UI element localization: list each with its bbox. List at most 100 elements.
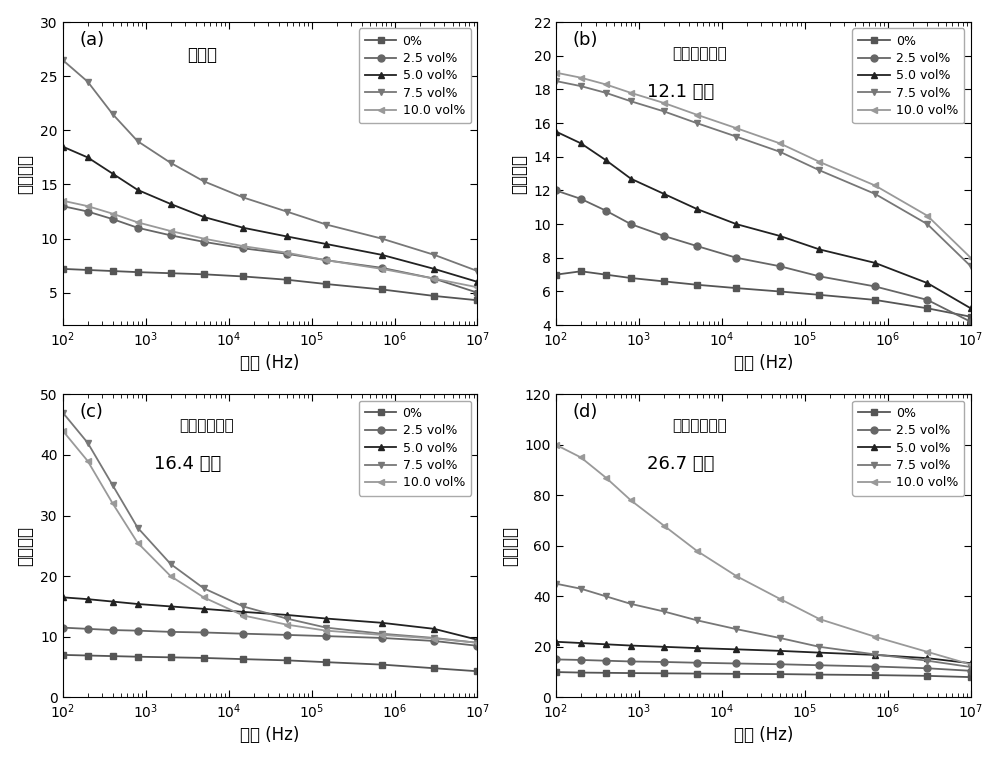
0% (165, 653, 177, 662)
0% (774, 670, 786, 679)
7.5 vol% (658, 607, 670, 616)
2.5 vol% (198, 237, 210, 247)
Line: 2.5 vol%: 2.5 vol% (59, 624, 481, 649)
7.5 vol% (730, 625, 742, 634)
5.0 vol% (132, 186, 144, 195)
0% (281, 275, 293, 285)
0% (575, 266, 587, 275)
2.5 vol% (281, 249, 293, 258)
7.5 vol% (281, 614, 293, 623)
2.5 vol% (132, 223, 144, 232)
0% (376, 285, 388, 294)
5.0 vol% (471, 635, 483, 645)
7.5 vol% (107, 481, 119, 490)
10.0 vol% (237, 241, 249, 250)
Line: 10.0 vol%: 10.0 vol% (552, 441, 974, 668)
10.0 vol% (198, 593, 210, 602)
7.5 vol% (82, 77, 94, 86)
10.0 vol% (376, 630, 388, 639)
7.5 vol% (965, 262, 977, 271)
0% (198, 654, 210, 663)
10.0 vol% (869, 181, 881, 190)
7.5 vol% (774, 633, 786, 642)
0% (600, 270, 612, 279)
2.5 vol% (575, 194, 587, 203)
Line: 2.5 vol%: 2.5 vol% (552, 656, 974, 674)
5.0 vol% (198, 212, 210, 221)
7.5 vol% (869, 189, 881, 199)
7.5 vol% (471, 638, 483, 648)
2.5 vol% (376, 263, 388, 272)
10.0 vol% (550, 68, 562, 77)
10.0 vol% (869, 632, 881, 642)
10.0 vol% (82, 202, 94, 211)
10.0 vol% (165, 572, 177, 581)
Line: 5.0 vol%: 5.0 vol% (59, 594, 481, 643)
7.5 vol% (730, 132, 742, 142)
10.0 vol% (921, 211, 933, 220)
2.5 vol% (428, 636, 440, 645)
7.5 vol% (774, 147, 786, 156)
7.5 vol% (281, 207, 293, 216)
10.0 vol% (281, 620, 293, 629)
10.0 vol% (774, 139, 786, 148)
2.5 vol% (691, 241, 703, 250)
2.5 vol% (320, 256, 332, 265)
7.5 vol% (625, 600, 637, 609)
0% (428, 664, 440, 673)
2.5 vol% (57, 202, 69, 211)
2.5 vol% (965, 317, 977, 326)
10.0 vol% (165, 227, 177, 236)
Line: 10.0 vol%: 10.0 vol% (59, 197, 481, 291)
Line: 7.5 vol%: 7.5 vol% (59, 409, 481, 646)
10.0 vol% (575, 453, 587, 462)
5.0 vol% (965, 304, 977, 313)
Line: 0%: 0% (552, 268, 974, 320)
2.5 vol% (237, 629, 249, 638)
Text: 12.1 纳米: 12.1 纳米 (647, 83, 714, 100)
2.5 vol% (600, 206, 612, 215)
0% (550, 667, 562, 677)
0% (132, 268, 144, 277)
7.5 vol% (471, 266, 483, 275)
Legend: 0%, 2.5 vol%, 5.0 vol%, 7.5 vol%, 10.0 vol%: 0%, 2.5 vol%, 5.0 vol%, 7.5 vol%, 10.0 v… (359, 28, 471, 123)
7.5 vol% (237, 602, 249, 611)
Line: 5.0 vol%: 5.0 vol% (59, 143, 481, 285)
2.5 vol% (921, 295, 933, 304)
0% (730, 284, 742, 293)
0% (658, 277, 670, 286)
7.5 vol% (428, 250, 440, 260)
5.0 vol% (428, 624, 440, 633)
2.5 vol% (813, 272, 825, 281)
X-axis label: 频率 (Hz): 频率 (Hz) (240, 726, 300, 744)
5.0 vol% (625, 641, 637, 650)
2.5 vol% (550, 186, 562, 195)
0% (132, 652, 144, 661)
10.0 vol% (658, 98, 670, 107)
0% (320, 279, 332, 288)
5.0 vol% (625, 174, 637, 183)
7.5 vol% (57, 408, 69, 417)
Line: 7.5 vol%: 7.5 vol% (552, 78, 974, 269)
5.0 vol% (658, 189, 670, 199)
Text: (d): (d) (573, 403, 598, 422)
Line: 5.0 vol%: 5.0 vol% (552, 128, 974, 312)
Line: 2.5 vol%: 2.5 vol% (552, 187, 974, 325)
10.0 vol% (320, 256, 332, 265)
Text: 修饰层厉度：: 修饰层厉度： (179, 419, 234, 434)
10.0 vol% (658, 521, 670, 530)
7.5 vol% (132, 523, 144, 532)
2.5 vol% (198, 628, 210, 637)
2.5 vol% (82, 624, 94, 633)
7.5 vol% (320, 623, 332, 632)
0% (165, 269, 177, 278)
7.5 vol% (550, 77, 562, 86)
2.5 vol% (165, 627, 177, 636)
7.5 vol% (575, 81, 587, 91)
10.0 vol% (813, 614, 825, 623)
10.0 vol% (376, 264, 388, 273)
10.0 vol% (57, 426, 69, 435)
0% (82, 266, 94, 275)
7.5 vol% (198, 177, 210, 186)
10.0 vol% (965, 253, 977, 263)
